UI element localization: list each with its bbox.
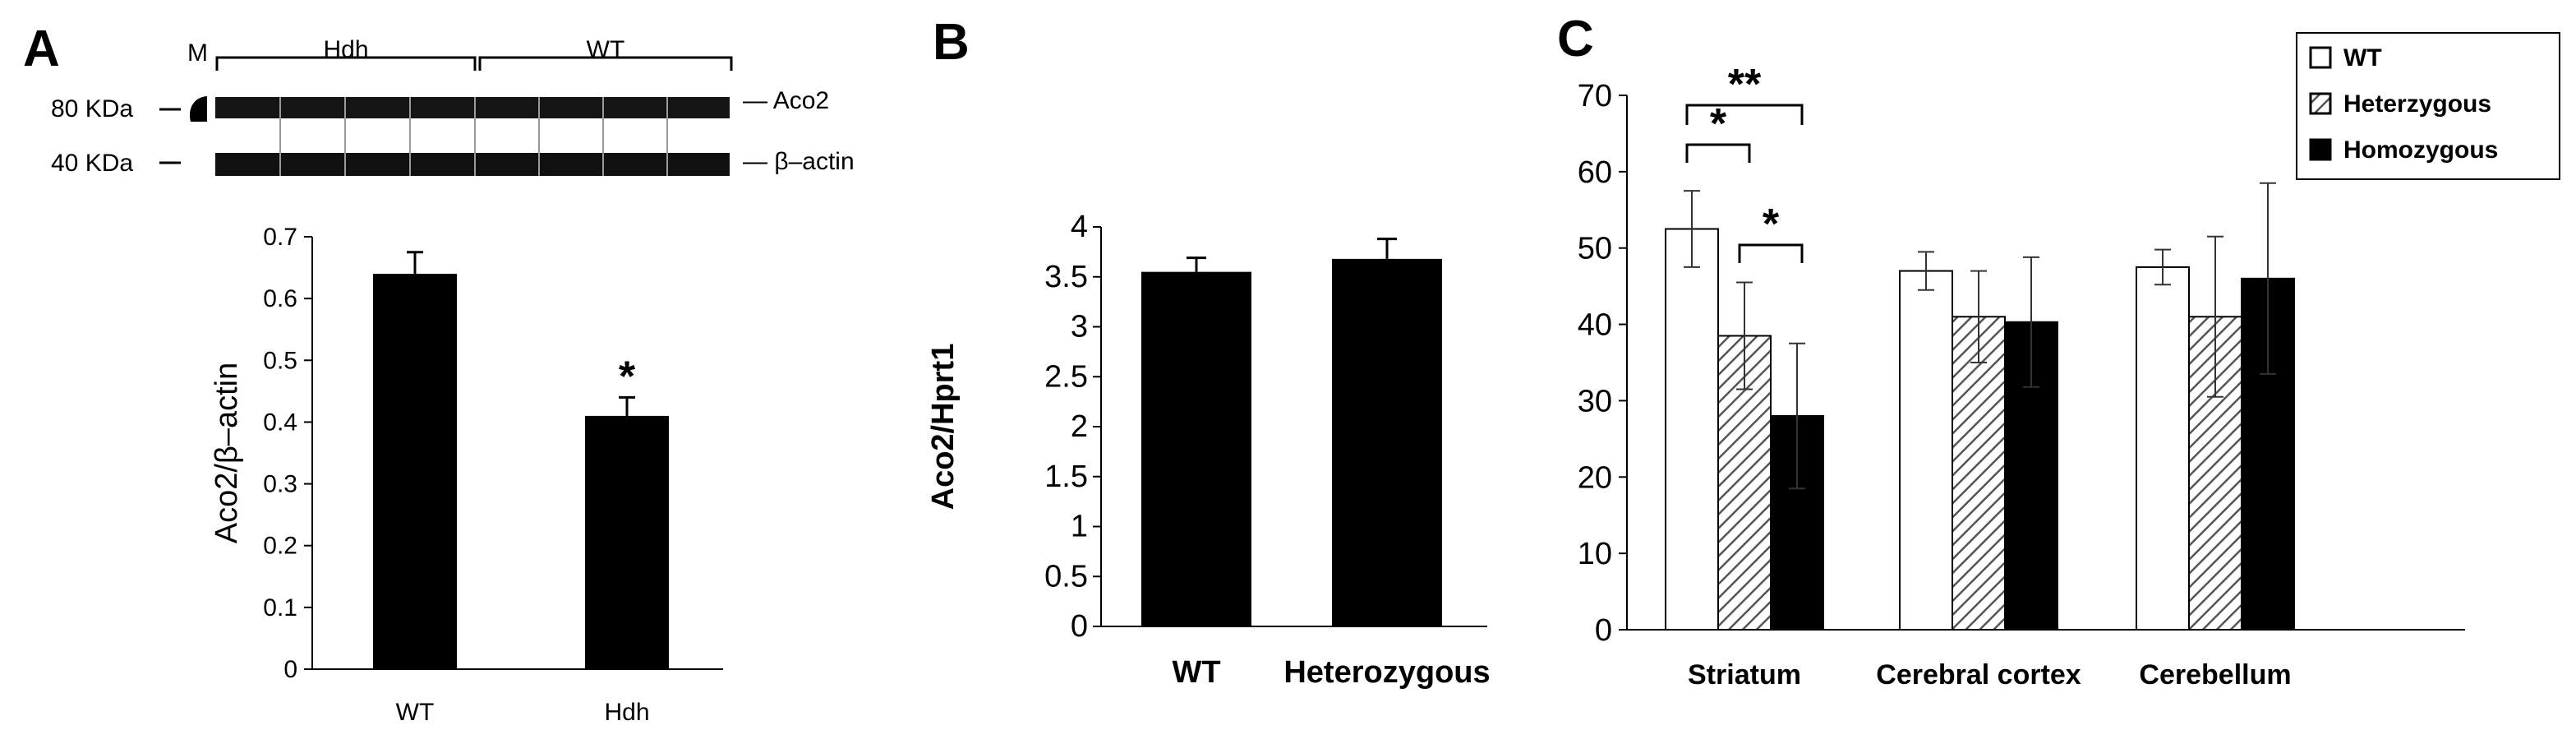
bar-c-open — [2136, 266, 2190, 631]
y-tick-label-a: 0.5 — [263, 347, 297, 374]
western-blot: M Hdh WT 80 KDa 40 KDa — Aco2 — β–actin — [51, 36, 855, 177]
chart-c: 0 10 20 30 40 50 60 70 Striatum Cerebral cortex Ce… — [1578, 61, 2465, 691]
x-tick-label-b: WT — [1172, 655, 1220, 690]
y-tick-label-c: 30 — [1578, 384, 1612, 418]
blot-group-bracket-hdh — [215, 56, 477, 71]
y-tick-label-c: 0 — [1595, 613, 1612, 648]
blot-mw-top: 80 KDa — [51, 95, 133, 122]
y-tick-label-c: 50 — [1578, 232, 1612, 266]
x-tick-label-a: WT — [396, 699, 435, 726]
legend-c: WT Heterzygous Homozygous — [2296, 32, 2560, 180]
y-tick-label-c: 60 — [1578, 155, 1612, 190]
y-tick-label-c: 20 — [1578, 460, 1612, 495]
y-tick-label-b: 2.5 — [1044, 359, 1088, 394]
legend-swatch-homozygous — [2309, 138, 2332, 161]
legend-label-heterzygous: Heterzygous — [2343, 90, 2491, 118]
x-tick-label-c: Cerebral cortex — [1876, 659, 2081, 691]
y-tick-label-a: 0.7 — [263, 224, 297, 251]
significance-bracket-het-homo-label: * — [1763, 201, 1780, 248]
legend-swatch-wt — [2309, 46, 2332, 69]
y-tick-label-a: 0.2 — [263, 533, 297, 560]
x-tick-label-c: Striatum — [1688, 659, 1801, 691]
significance-star-a: * — [619, 353, 636, 400]
bar-a — [373, 274, 457, 669]
y-tick-label-b: 0.5 — [1044, 559, 1088, 594]
y-tick-label-b: 4 — [1071, 210, 1088, 244]
x-tick-label-c: Cerebellum — [2139, 659, 2291, 691]
chart-b: 0 0.5 1 1.5 2 2.5 3 3.5 4 WT Heterozygous Aco2/Hprt… — [926, 210, 1491, 690]
y-tick-label-b: 1 — [1071, 510, 1088, 544]
y-tick-label-b: 1.5 — [1044, 460, 1088, 494]
panel-label-b: B — [933, 14, 970, 71]
blot-marker-label: M — [187, 39, 208, 67]
bar-c-open — [1899, 270, 1953, 631]
bar-c-hatched — [1952, 316, 2006, 631]
significance-bracket-wt-homo-label: ** — [1728, 61, 1762, 109]
blot-group-label-wt: WT — [587, 36, 625, 63]
legend-label-homozygous: Homozygous — [2343, 136, 2498, 164]
x-tick-label-a: Hdh — [604, 699, 649, 726]
blot-marker-band — [189, 96, 207, 122]
significance-bracket-wt-het-label: * — [1710, 100, 1727, 148]
y-tick-label-b: 0 — [1071, 609, 1088, 644]
significance-bracket-wt-homo — [1685, 104, 1804, 125]
bar-c-open — [1665, 228, 1719, 631]
legend-label-wt: WT — [2343, 44, 2382, 72]
y-tick-label-b: 3.5 — [1044, 260, 1088, 294]
y-tick-label-a: 0.1 — [263, 594, 297, 621]
bar-b — [1141, 271, 1251, 626]
panel-label-a: A — [23, 21, 60, 77]
bar-b — [1332, 258, 1442, 626]
blot-lane-gaps — [279, 97, 668, 176]
y-axis-label-a: Aco2/β–actin — [210, 363, 244, 543]
blot-band-actin — [215, 153, 730, 176]
significance-bracket-het-homo — [1738, 243, 1804, 263]
y-tick-label-c: 40 — [1578, 308, 1612, 343]
x-tick-label-b: Heterozygous — [1283, 655, 1490, 690]
blot-group-bracket-wt — [478, 56, 733, 71]
y-tick-label-a: 0 — [283, 656, 297, 683]
chart-a: 0 0.1 0.2 0.3 0.4 0.5 0.6 0.7 WT Hdh * Aco2/β–actin — [210, 224, 723, 726]
blot-band-label-aco2: — Aco2 — [743, 87, 829, 114]
blot-band-aco2 — [215, 97, 730, 118]
y-tick-label-c: 10 — [1578, 537, 1612, 571]
significance-bracket-wt-het — [1685, 143, 1751, 163]
blot-band-label-actin: — β–actin — [743, 148, 855, 175]
bar-a — [585, 415, 669, 669]
legend-swatch-heterzygous — [2309, 92, 2332, 115]
blot-group-label-hdh: Hdh — [323, 36, 368, 63]
y-tick-label-a: 0.6 — [263, 285, 297, 312]
panel-label-c: C — [1557, 11, 1594, 67]
y-tick-label-c: 70 — [1578, 79, 1612, 113]
y-tick-label-b: 3 — [1071, 310, 1088, 344]
y-axis-label-b: Aco2/Hprt1 — [926, 344, 961, 511]
y-tick-label-b: 2 — [1071, 409, 1088, 444]
y-tick-label-a: 0.3 — [263, 471, 297, 498]
legend-frame — [2296, 32, 2560, 180]
y-tick-label-a: 0.4 — [263, 409, 297, 436]
blot-mw-bottom: 40 KDa — [51, 150, 133, 177]
